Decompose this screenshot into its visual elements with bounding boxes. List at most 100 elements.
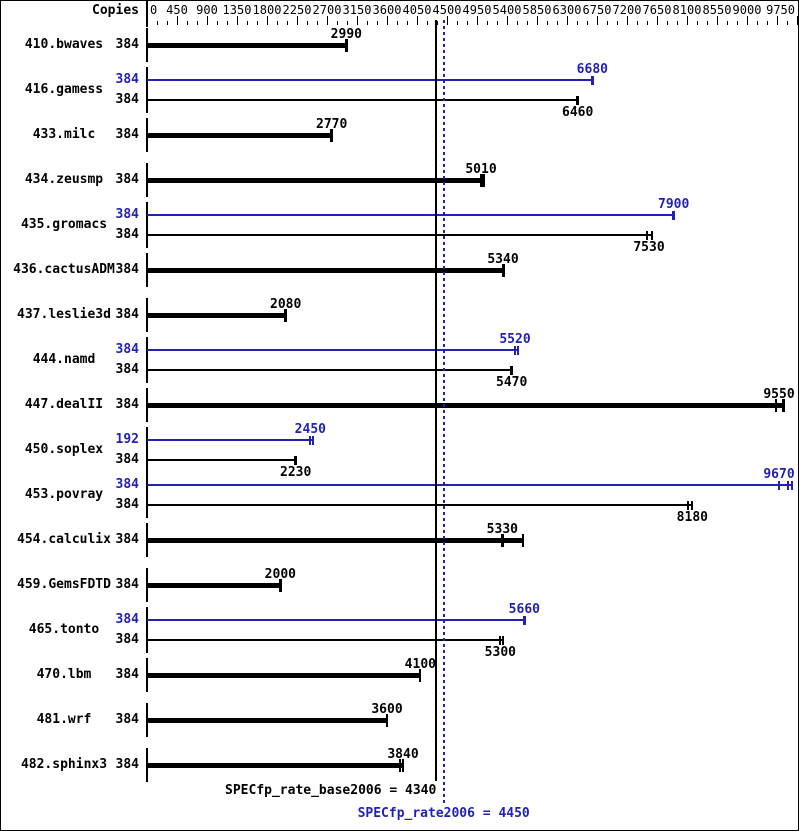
row-baseline — [146, 337, 148, 383]
axis-minor-tick — [546, 21, 548, 25]
ref-line-base — [435, 20, 438, 781]
axis-tick-label: 9000 — [732, 3, 762, 17]
run-mark — [774, 399, 777, 412]
benchmark-label: 459.GemsFDTD — [17, 577, 111, 592]
bar-base — [147, 459, 296, 461]
run-mark — [482, 174, 485, 187]
row-baseline — [146, 472, 148, 518]
axis-major-tick — [776, 16, 778, 25]
run-mark — [782, 399, 786, 412]
copies-value: 384 — [115, 532, 139, 547]
copies-value: 384 — [115, 172, 139, 187]
copies-value: 384 — [115, 757, 139, 772]
bar-base — [147, 234, 652, 236]
axis-major-tick — [746, 16, 748, 25]
bar-peak — [147, 214, 674, 216]
axis-minor-tick — [556, 21, 558, 25]
axis-minor-tick — [376, 21, 378, 25]
copies-value: 384 — [115, 342, 139, 357]
benchmark-label: 450.soplex — [24, 442, 104, 457]
bar-base — [147, 99, 578, 101]
run-mark — [502, 636, 504, 645]
benchmark-label: 435.gromacs — [20, 217, 108, 232]
axis-major-tick — [446, 16, 448, 25]
benchmark-label: 416.gamess — [24, 82, 104, 97]
axis-minor-tick — [726, 21, 728, 25]
axis-tick-label: 7650 — [642, 3, 672, 17]
copies-value: 384 — [115, 72, 139, 87]
run-mark — [576, 96, 580, 105]
axis-minor-tick — [636, 21, 638, 25]
axis-tick-label: 5400 — [492, 3, 522, 17]
axis-minor-tick — [576, 21, 578, 25]
axis-major-tick — [176, 16, 178, 25]
run-mark — [278, 579, 282, 592]
benchmark-label: 454.calculix — [17, 532, 111, 547]
bar-value-label: 5300 — [484, 645, 516, 660]
copies-value: 384 — [115, 37, 139, 52]
run-mark — [499, 636, 502, 645]
benchmark-label: 465.tonto — [28, 622, 100, 637]
axis-minor-tick — [466, 21, 468, 25]
bar-peak — [147, 619, 525, 621]
axis-tick-label: 1350 — [222, 3, 252, 17]
run-mark — [786, 481, 789, 490]
bar-base — [147, 763, 403, 768]
axis-major-tick — [596, 16, 598, 25]
axis-major-tick — [416, 16, 418, 25]
axis-tick-label: 8550 — [702, 3, 732, 17]
bar-value-label: 6680 — [576, 62, 608, 77]
axis-minor-tick — [496, 21, 498, 25]
bar-value-label: 3600 — [371, 702, 403, 717]
bar-value-label: 7530 — [633, 240, 665, 255]
run-mark — [501, 264, 505, 277]
bar-value-label: 2450 — [294, 422, 326, 437]
bar-value-label: 4100 — [404, 657, 436, 672]
run-mark — [646, 231, 648, 240]
axis-major-tick — [206, 16, 208, 25]
run-mark — [294, 456, 298, 465]
run-mark — [309, 436, 312, 445]
axis-minor-tick — [336, 21, 338, 25]
axis-origin-line — [146, 1, 148, 27]
bar-base — [147, 583, 281, 588]
run-mark — [514, 346, 516, 355]
bar-value-label: 5470 — [496, 375, 528, 390]
benchmark-label: 447.dealII — [24, 397, 104, 412]
ref-line-peak — [442, 20, 445, 806]
bar-base — [147, 43, 347, 48]
bar-peak — [147, 439, 313, 441]
axis-minor-tick — [166, 21, 168, 25]
bar-base — [147, 369, 512, 371]
copies-value: 384 — [115, 452, 139, 467]
axis-tick-label: 7200 — [612, 3, 642, 17]
run-mark — [691, 501, 694, 510]
copies-value: 384 — [115, 397, 139, 412]
axis-minor-tick — [646, 21, 648, 25]
benchmark-label: 437.leslie3d — [17, 307, 111, 322]
bar-value-label: 8180 — [676, 510, 708, 525]
axis-minor-tick — [226, 21, 228, 25]
axis-minor-tick — [786, 21, 788, 25]
bar-base — [147, 403, 784, 408]
axis-major-tick — [476, 16, 478, 25]
benchmark-label: 433.milc — [32, 127, 96, 142]
bar-peak — [147, 484, 792, 486]
run-mark — [790, 481, 793, 490]
axis-minor-tick — [516, 21, 518, 25]
bar-value-label: 2230 — [280, 465, 312, 480]
benchmark-label: 436.cactusADM — [13, 262, 115, 277]
axis-minor-tick — [606, 21, 608, 25]
axis-minor-tick — [736, 21, 738, 25]
copies-value: 384 — [115, 92, 139, 107]
axis-major-tick — [266, 16, 268, 25]
axis-major-tick — [536, 16, 538, 25]
axis-major-tick — [326, 16, 328, 25]
axis-major-tick — [566, 16, 568, 25]
run-mark — [344, 39, 348, 52]
run-mark — [479, 174, 483, 187]
axis-tick-label: 2700 — [312, 3, 342, 17]
axis-minor-tick — [316, 21, 318, 25]
axis-major-tick — [656, 16, 658, 25]
axis-minor-tick — [586, 21, 588, 25]
